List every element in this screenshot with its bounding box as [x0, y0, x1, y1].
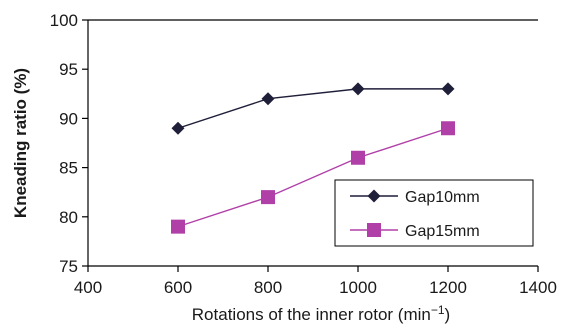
series-line	[177, 127, 449, 228]
series-line	[177, 88, 448, 129]
x-axis-title: Rotations of the inner rotor (min−1)	[192, 303, 450, 324]
series-2	[171, 121, 455, 234]
data-point	[261, 92, 275, 106]
x-axis-title-close-paren: )	[445, 305, 451, 324]
x-tick-label: 600	[164, 278, 192, 297]
data-point	[261, 190, 275, 205]
x-tick-label: 1400	[519, 278, 557, 297]
y-tick-label: 95	[59, 60, 78, 79]
data-point	[171, 121, 185, 135]
x-tick-label: 1000	[339, 278, 377, 297]
legend-marker	[367, 223, 381, 237]
data-point	[441, 121, 455, 136]
x-axis-title-main: Rotations of the inner rotor (min	[192, 305, 431, 324]
axes	[87, 19, 538, 267]
data-point	[351, 150, 365, 165]
legend-marker	[367, 189, 381, 203]
data-point	[441, 82, 455, 96]
x-axis-title-unit-superscript: −1	[431, 303, 445, 317]
y-tick-label: 75	[59, 257, 78, 276]
legend-label: Gap10mm	[405, 189, 480, 206]
x-tick-label: 400	[74, 278, 102, 297]
legend-items: Gap10mm Gap15mm	[350, 189, 480, 240]
series-1	[171, 82, 455, 135]
y-axis-title: Kneading ratio (%)	[11, 68, 30, 218]
y-tick-label: 80	[59, 208, 78, 227]
ticks: 75 80 85 90 95 100 400 600 800 1000 1200 1400	[50, 11, 557, 297]
series-layer	[171, 82, 455, 234]
data-point	[351, 82, 365, 96]
legend: Gap10mm Gap15mm	[334, 179, 534, 247]
x-tick-label: 800	[254, 278, 282, 297]
y-tick-label: 85	[59, 159, 78, 178]
y-tick-label: 100	[50, 11, 78, 30]
x-tick-label: 1200	[429, 278, 467, 297]
legend-label: Gap15mm	[405, 223, 480, 240]
y-tick-label: 90	[59, 109, 78, 128]
data-point	[171, 219, 185, 234]
